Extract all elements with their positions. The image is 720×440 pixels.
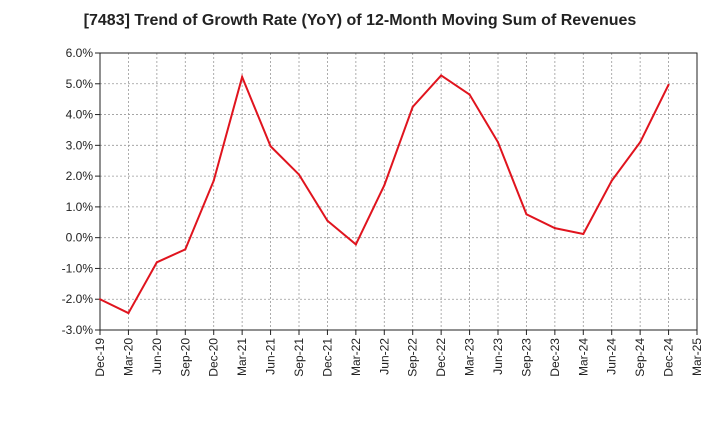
y-tick-label: 0.0% <box>66 231 94 245</box>
grid-lines <box>100 53 697 330</box>
y-tick-label: -2.0% <box>62 292 94 306</box>
y-tick-label: 6.0% <box>66 46 94 60</box>
x-tick-label: Dec-24 <box>662 338 676 377</box>
data-point <box>525 213 528 216</box>
x-tick-label: Jun-24 <box>605 338 619 375</box>
x-tick-label: Dec-19 <box>93 338 107 377</box>
x-tick-label: Mar-24 <box>576 338 590 376</box>
data-point <box>383 184 386 187</box>
data-point <box>99 298 101 301</box>
y-tick-label: 5.0% <box>66 77 94 91</box>
x-tick-label: Dec-22 <box>434 338 448 377</box>
data-point <box>440 74 443 77</box>
y-tick-label: 2.0% <box>66 169 94 183</box>
data-point <box>269 145 272 148</box>
data-point <box>468 93 471 96</box>
plot-area <box>99 52 698 331</box>
data-point <box>639 141 642 144</box>
x-tick-label: Jun-21 <box>264 338 278 375</box>
x-tick-label: Sep-22 <box>406 338 420 377</box>
x-tick-label: Mar-23 <box>463 338 477 376</box>
x-tick-label: Sep-20 <box>178 338 192 377</box>
data-point <box>155 261 158 264</box>
chart-title: [7483] Trend of Growth Rate (YoY) of 12-… <box>83 12 637 29</box>
data-point <box>298 173 300 176</box>
data-point <box>184 248 187 251</box>
x-tick-label: Jun-20 <box>150 338 164 375</box>
data-point <box>411 105 414 108</box>
y-tick-label: 4.0% <box>66 108 94 122</box>
x-tick-label: Sep-23 <box>519 338 533 377</box>
x-tick-label: Mar-21 <box>235 338 249 376</box>
x-tick-label: Mar-22 <box>349 338 363 376</box>
x-tick-label: Dec-23 <box>548 338 562 377</box>
y-axis-ticks: 6.0% 5.0% 4.0% 3.0% 2.0% 1.0% 0.0% -1.0% -2.0% -3… <box>62 46 100 337</box>
data-point <box>212 179 215 182</box>
x-tick-label: Sep-21 <box>292 338 306 377</box>
data-point <box>667 83 670 86</box>
x-axis-ticks: Dec-19 Mar-20 Jun-20 Sep-20 Dec-20 Mar-21 Jun-… <box>93 330 704 377</box>
data-point <box>610 179 613 182</box>
data-point <box>127 312 130 315</box>
x-tick-label: Mar-25 <box>690 338 704 376</box>
x-tick-label: Jun-23 <box>491 338 505 375</box>
y-tick-label: 3.0% <box>66 138 94 152</box>
x-tick-label: Mar-20 <box>121 338 135 376</box>
data-point <box>497 141 499 144</box>
x-tick-label: Jun-22 <box>377 338 391 375</box>
data-point <box>326 219 329 222</box>
y-tick-label: -1.0% <box>62 261 94 275</box>
x-tick-label: Dec-20 <box>207 338 221 377</box>
x-tick-label: Dec-21 <box>320 338 334 377</box>
x-tick-label: Sep-24 <box>633 338 647 377</box>
data-point <box>354 243 357 246</box>
data-point <box>241 76 244 79</box>
series-layer <box>99 73 670 315</box>
y-tick-label: 1.0% <box>66 200 94 214</box>
data-point <box>553 227 556 230</box>
data-point <box>582 232 585 235</box>
y-tick-label: -3.0% <box>62 323 94 337</box>
